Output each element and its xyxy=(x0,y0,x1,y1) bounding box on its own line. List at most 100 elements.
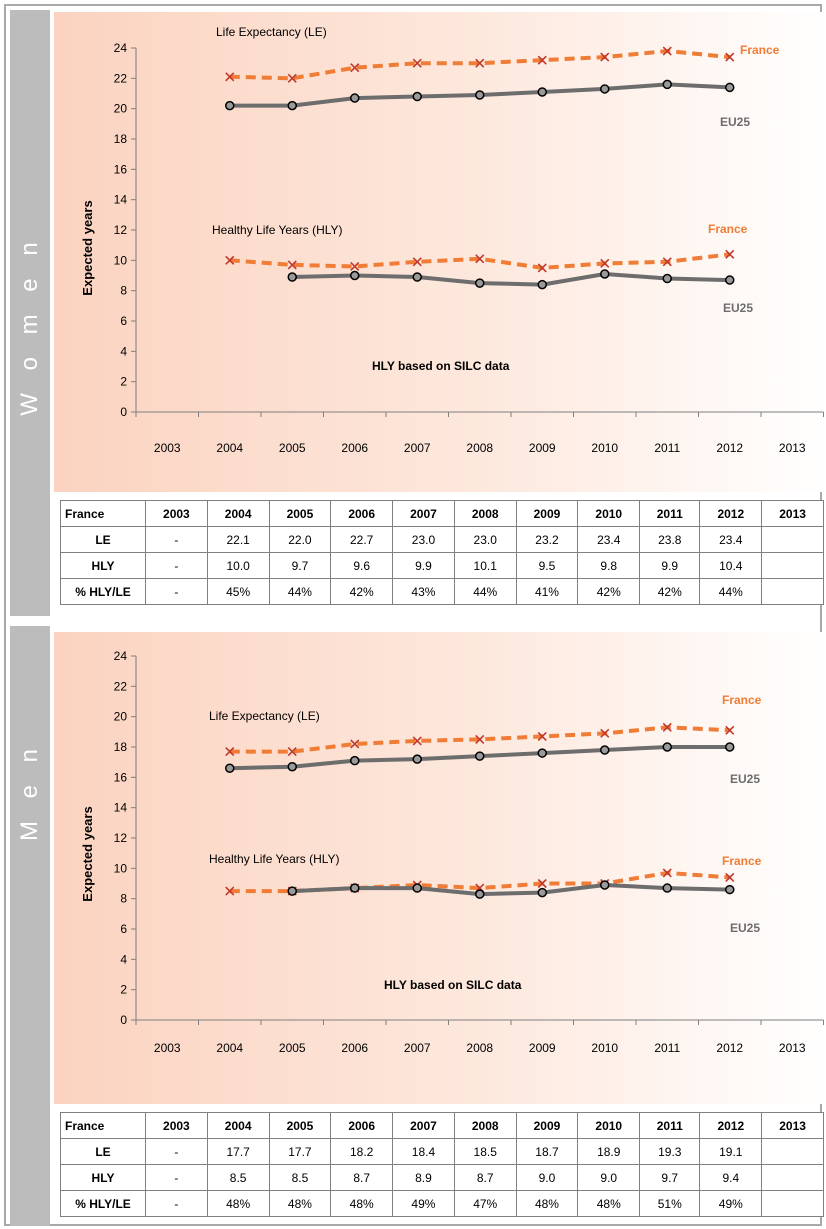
table-header-cell: 2013 xyxy=(761,500,824,527)
women-france_le-point xyxy=(725,52,735,62)
men-y-tick-label: 20 xyxy=(114,710,128,724)
women-france_hly-point xyxy=(475,254,485,264)
women-eu_le-point xyxy=(475,90,485,100)
women-france_hly-line xyxy=(229,252,731,270)
men-x-tick-label: 2004 xyxy=(216,1041,243,1055)
men-france_hly-point xyxy=(662,868,672,878)
table-cell: 8.7 xyxy=(453,1164,517,1191)
women-x-tick-label: 2007 xyxy=(404,441,431,455)
women-france_le-line xyxy=(229,49,730,81)
women-y-tick-label: 16 xyxy=(114,162,128,176)
women-annotation-france-hly: France xyxy=(708,222,748,236)
men-annotation-france-hly: France xyxy=(722,854,762,868)
table-cell: 23.0 xyxy=(453,526,517,553)
table-row: LE -22.1 22.0 22.7 23.0 23.0 23.2 23.4 23.8 23.4 xyxy=(60,526,824,553)
table-cell: 17.7 xyxy=(268,1138,332,1165)
table-cell: 9.9 xyxy=(639,552,701,579)
table-header-cell: 2005 xyxy=(268,1112,332,1139)
women-eu_hly-point xyxy=(662,273,672,284)
women-annotation-note: HLY based on SILC data xyxy=(372,359,510,373)
men-y-tick-label: 16 xyxy=(114,770,128,784)
women-eu_le-point xyxy=(287,100,297,111)
table-header-cell: 2008 xyxy=(453,500,517,527)
women-france_hly-point xyxy=(350,261,360,271)
women-eu_hly-line xyxy=(292,272,730,287)
table-cell: 9.5 xyxy=(515,552,579,579)
table-header-cell: 2011 xyxy=(639,500,701,527)
men-table-header-row: France 2003 2004 2005 2006 2007 2008 2009 2010 20… xyxy=(60,1112,824,1139)
table-cell: 18.2 xyxy=(330,1138,394,1165)
women-eu_le-point xyxy=(225,100,235,111)
men-series-france_le xyxy=(225,722,735,757)
men-france_hly-point xyxy=(537,878,547,889)
men-eu_hly-point xyxy=(475,889,485,899)
women-france_hly-point xyxy=(725,249,735,259)
men-eu_hly-point xyxy=(350,883,360,893)
men-france_le-point xyxy=(537,731,547,741)
table-cell: 9.7 xyxy=(639,1164,701,1191)
men-y-tick-label: 14 xyxy=(114,801,128,815)
table-row: % HLY/LE -45% 44% 42% 43% 44% 41% 42% 42% 44% xyxy=(60,578,824,605)
table-cell: 9.7 xyxy=(268,552,332,579)
women-y-tick-label: 12 xyxy=(114,223,128,237)
women-eu_hly-point xyxy=(350,270,360,281)
women-france_le-point xyxy=(350,63,360,73)
table-cell: 9.0 xyxy=(577,1164,641,1191)
table-cell: - xyxy=(145,578,208,605)
women-eu_hly-point xyxy=(287,272,297,282)
men-annotation-eu-hly: EU25 xyxy=(730,921,760,935)
table-header-cell: 2006 xyxy=(330,500,394,527)
table-cell: 48% xyxy=(515,1190,579,1217)
women-eu_hly-point xyxy=(475,278,485,288)
men-x-tick-label: 2011 xyxy=(654,1041,680,1055)
men-annotation-note: HLY based on SILC data xyxy=(384,978,522,992)
table-cell: 48% xyxy=(268,1190,332,1217)
men-annotation-le-label: Life Expectancy (LE) xyxy=(209,709,320,723)
women-annotation-france-le: France xyxy=(740,43,780,57)
women-eu_hly-point xyxy=(537,279,547,290)
men-y-tick-label: 18 xyxy=(114,740,128,754)
men-x-tick-label: 2009 xyxy=(529,1041,556,1055)
women-france_hly-point xyxy=(287,260,297,270)
women-france_hly-point xyxy=(225,255,235,265)
table-cell: 8.5 xyxy=(268,1164,332,1191)
men-y-tick-label: 12 xyxy=(114,831,128,845)
men-eu_le-point xyxy=(475,751,485,761)
women-x-tick-label: 2013 xyxy=(779,441,806,455)
table-header-cell: 2003 xyxy=(145,500,208,527)
women-france_le-point xyxy=(537,55,547,65)
women-eu_le-point xyxy=(662,79,672,90)
men-france_le-point xyxy=(662,722,672,732)
table-header-cell: 2009 xyxy=(515,500,579,527)
men-eu_hly-point xyxy=(600,880,610,890)
table-cell: 42% xyxy=(330,578,394,605)
women-x-tick-label: 2011 xyxy=(654,441,680,455)
women-y-tick-label: 20 xyxy=(114,102,128,116)
men-eu_hly-point xyxy=(662,883,672,893)
women-france_hly-point xyxy=(537,263,547,273)
table-header-cell: 2003 xyxy=(145,1112,208,1139)
women-eu_hly-point xyxy=(600,269,610,279)
table-cell: 51% xyxy=(639,1190,701,1217)
table-header-cell: 2010 xyxy=(577,500,641,527)
women-annotation-le-label: Life Expectancy (LE) xyxy=(216,25,327,39)
table-cell xyxy=(761,552,824,579)
table-cell: 10.0 xyxy=(206,552,270,579)
men-series-eu_hly xyxy=(287,880,735,899)
women-france_hly-point xyxy=(662,257,672,267)
men-y-tick-label: 22 xyxy=(114,679,128,693)
table-cell: HLY xyxy=(60,1164,146,1191)
table-cell: 23.4 xyxy=(699,526,763,553)
men-y-tick-label: 0 xyxy=(120,1013,127,1027)
men-eu_le-point xyxy=(725,742,735,752)
table-cell xyxy=(761,1190,824,1217)
men-eu_hly-line xyxy=(292,883,730,897)
table-cell: - xyxy=(145,1138,208,1165)
table-cell: 23.8 xyxy=(639,526,701,553)
men-x-tick-label: 2006 xyxy=(341,1041,368,1055)
women-x-tick-label: 2003 xyxy=(154,441,181,455)
men-y-tick-label: 24 xyxy=(114,649,128,663)
women-y-tick-label: 6 xyxy=(120,314,127,328)
women-y-tick-label: 14 xyxy=(114,193,128,207)
